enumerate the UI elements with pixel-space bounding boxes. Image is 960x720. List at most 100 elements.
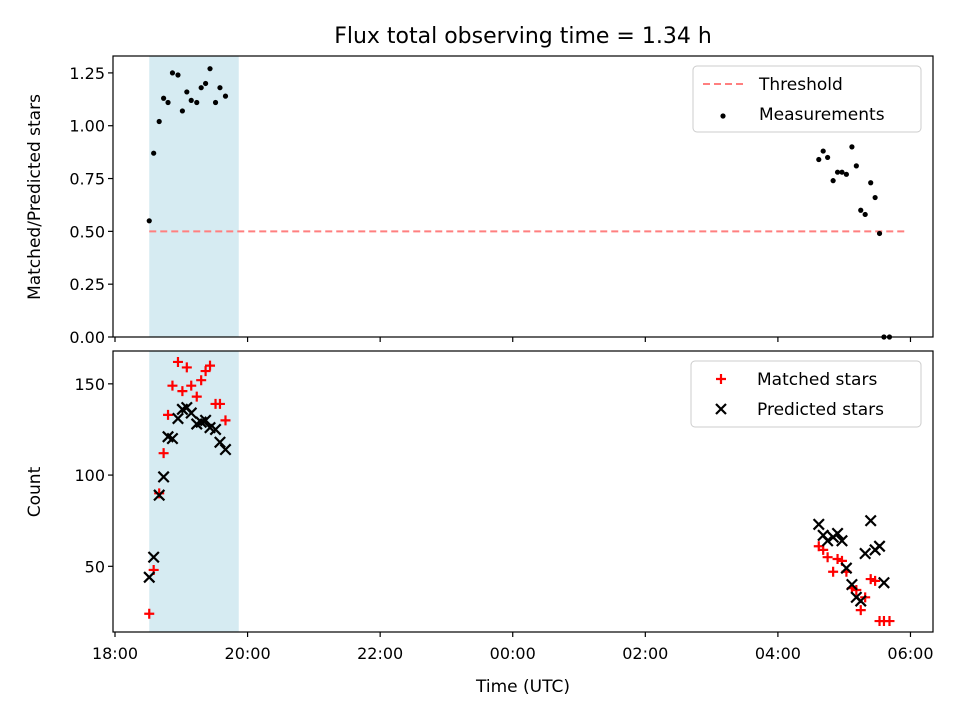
measurement-point xyxy=(188,97,194,103)
matched-star-point xyxy=(167,380,178,391)
measurement-point xyxy=(146,218,152,224)
shaded-interval xyxy=(149,56,239,337)
axes-frame xyxy=(112,55,934,338)
y-tick-label: 0.00 xyxy=(69,328,105,347)
predicted-star-point xyxy=(864,514,877,527)
predicted-star-point xyxy=(171,412,184,425)
matched-star-point xyxy=(172,356,183,367)
predicted-star-point xyxy=(845,578,858,591)
measurement-point xyxy=(839,169,845,175)
measurement-point xyxy=(862,211,868,218)
measurement-point xyxy=(858,207,864,213)
measurement-point xyxy=(179,108,185,114)
measurement-point xyxy=(175,72,181,78)
matched-star-point xyxy=(884,616,895,627)
legend-box xyxy=(692,65,922,133)
measurement-point xyxy=(816,156,822,163)
measurement-point xyxy=(876,230,883,237)
matched-star-point xyxy=(163,409,174,420)
matched-star-point xyxy=(220,415,231,426)
matched-star-point xyxy=(191,391,202,402)
y-axis-label-top: Matched/Predicted stars xyxy=(25,94,45,300)
legend-measurement-swatch xyxy=(720,113,726,119)
measurement-point xyxy=(198,85,204,91)
y-tick-label: 100 xyxy=(74,466,105,485)
predicted-star-point xyxy=(873,540,886,553)
y-tick-label: 0.25 xyxy=(69,275,105,294)
measurement-point xyxy=(872,194,878,201)
legend-label: Predicted stars xyxy=(757,400,884,420)
matched-star-point xyxy=(214,398,225,409)
predicted-star-point xyxy=(157,470,170,483)
measurement-point xyxy=(184,89,190,95)
measurement-point xyxy=(151,150,157,156)
measurement-point xyxy=(212,99,219,106)
measurement-point xyxy=(830,178,836,184)
x-axis-label: Time (UTC) xyxy=(475,677,570,697)
x-tick-label: 06:00 xyxy=(887,644,933,663)
y-tick-label: 1.25 xyxy=(69,64,105,83)
matched-star-point xyxy=(828,566,839,577)
matched-star-point xyxy=(870,575,881,586)
measurement-point xyxy=(161,95,167,101)
measurement-point xyxy=(834,169,841,175)
measurement-point xyxy=(207,66,213,72)
y-tick-label: 0.75 xyxy=(69,170,105,189)
legend-label: Threshold xyxy=(758,75,843,95)
measurement-point xyxy=(165,99,171,106)
measurement-point xyxy=(222,93,229,99)
measurement-point xyxy=(156,118,162,125)
predicted-star-point xyxy=(209,423,222,436)
figure-title: Flux total observing time = 1.34 h xyxy=(334,24,712,49)
matched-star-point xyxy=(144,608,155,619)
predicted-star-point xyxy=(166,432,179,445)
x-tick-label: 04:00 xyxy=(755,644,801,663)
legend-predicted-swatch xyxy=(715,403,727,415)
panel-ratio: 0.00 0.25 0.50 0.75 1.00 1.25 Threshold Measure… xyxy=(69,55,934,347)
predicted-star-point xyxy=(877,576,890,589)
predicted-star-point xyxy=(859,547,872,560)
axes-frame xyxy=(112,350,934,633)
x-tick-label: 22:00 xyxy=(357,644,403,663)
legend-label: Matched stars xyxy=(757,370,877,390)
y-axis-label-bottom: Count xyxy=(25,466,45,517)
predicted-star-point xyxy=(821,534,834,547)
y-tick-label: 0.50 xyxy=(69,222,105,241)
predicted-star-point xyxy=(831,527,844,540)
measurement-point xyxy=(849,144,855,150)
matched-star-point xyxy=(822,552,833,563)
matched-star-point xyxy=(855,605,866,616)
measurement-point xyxy=(202,80,209,87)
predicted-star-point xyxy=(199,414,212,427)
y-tick-label: 150 xyxy=(74,375,105,394)
matched-star-point xyxy=(196,375,207,386)
legend-label: Measurements xyxy=(759,105,885,125)
panel-counts: 18:00 20:00 22:00 00:00 02:00 04:00 06:00 50 100… xyxy=(74,350,934,663)
predicted-star-point xyxy=(185,407,198,420)
x-tick-label: 02:00 xyxy=(622,644,668,663)
matched-star-point xyxy=(181,362,192,373)
y-tick-label: 1.00 xyxy=(69,117,105,136)
y-tick-label: 50 xyxy=(85,557,105,576)
matched-star-point xyxy=(186,380,197,391)
x-tick-label: 20:00 xyxy=(225,644,271,663)
measurement-point xyxy=(820,148,826,154)
measurement-point xyxy=(853,163,859,169)
matched-star-point xyxy=(205,360,216,371)
predicted-star-point xyxy=(840,562,853,575)
predicted-star-point xyxy=(812,518,825,531)
legend-matched-swatch xyxy=(716,374,726,384)
measurement-point xyxy=(217,85,223,91)
measurement-point xyxy=(843,171,849,177)
predicted-star-point xyxy=(153,489,166,502)
matched-star-point xyxy=(200,366,211,377)
measurement-point xyxy=(194,99,200,106)
legend-box xyxy=(690,360,922,428)
predicted-star-point xyxy=(854,595,867,607)
predicted-star-point xyxy=(219,443,232,456)
x-tick-label: 00:00 xyxy=(490,644,536,663)
predicted-star-point xyxy=(143,571,156,584)
measurement-point xyxy=(169,70,176,76)
matched-star-point xyxy=(158,448,169,459)
